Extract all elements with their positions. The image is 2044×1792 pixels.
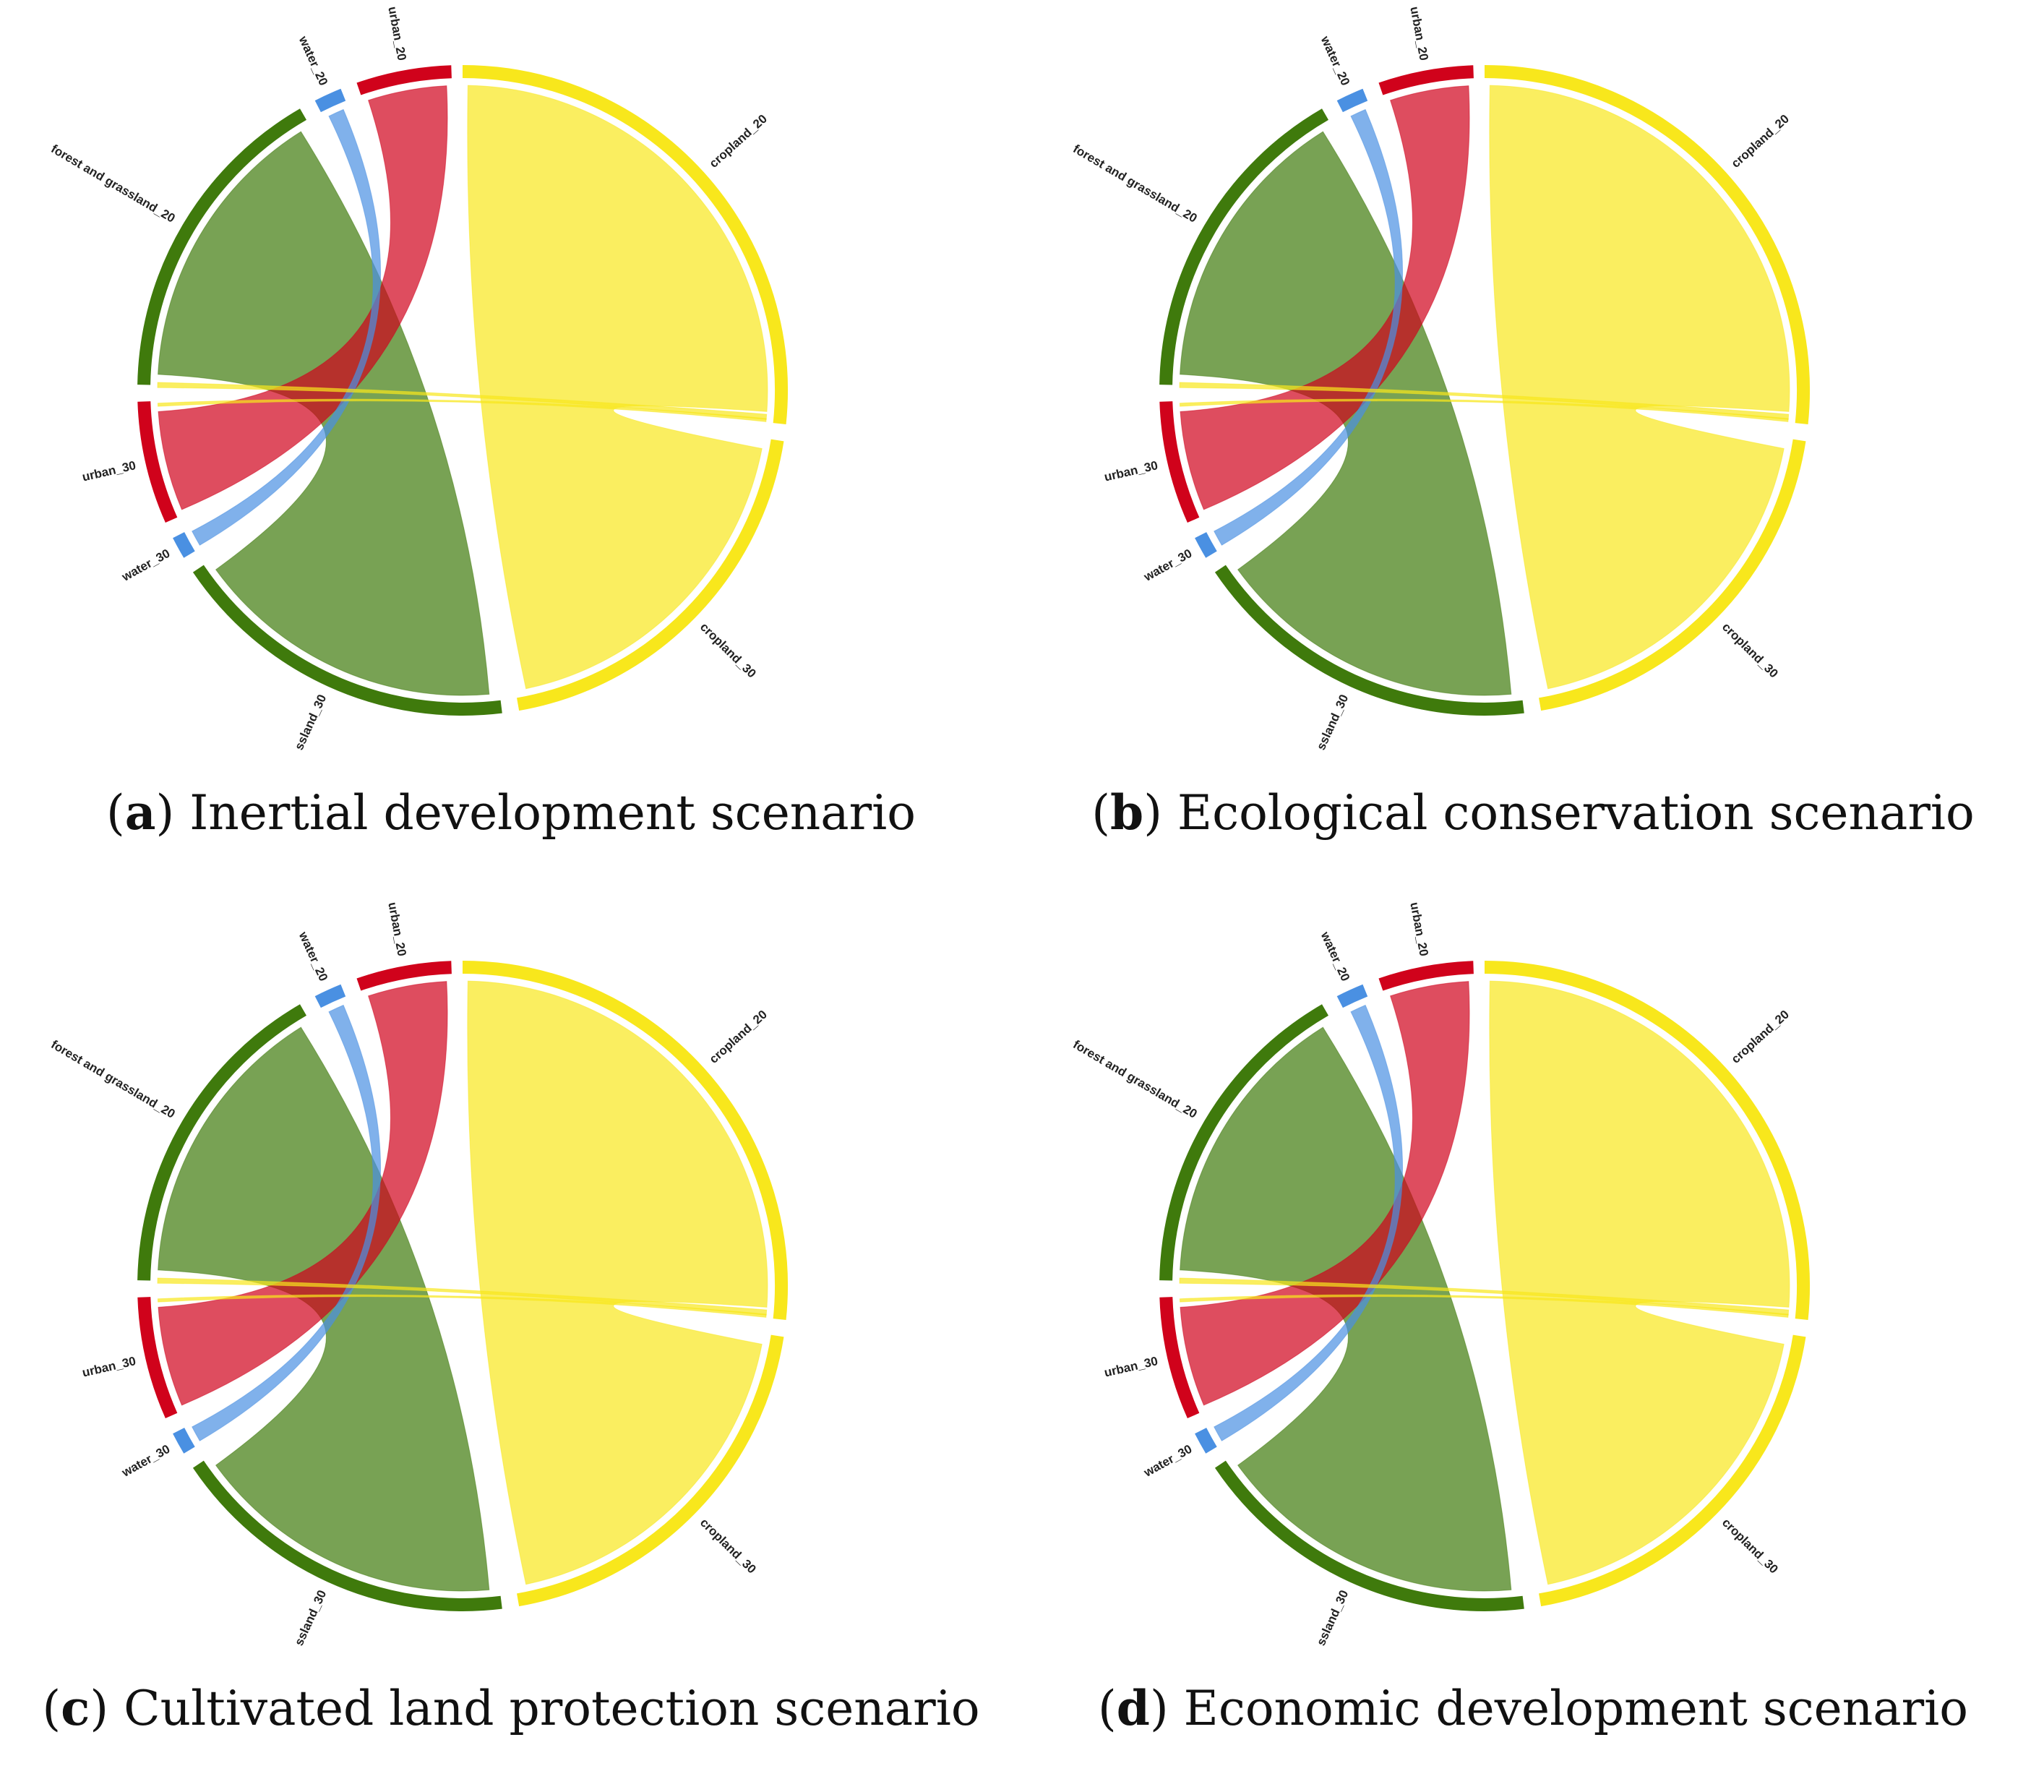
arc-urban_20	[1378, 65, 1474, 95]
arc-urban_20	[356, 65, 452, 95]
label-cropland_30: cropland_30	[1719, 1516, 1781, 1577]
ribbon-cropland_20-to-urban_30	[157, 398, 767, 422]
chord-panel-d: cropland_20 cropland_30 ssland_30 water_30 u…	[1022, 896, 2044, 1792]
label-cropland_20: cropland_20	[1729, 1008, 1792, 1066]
ribbon-water_20-to-water_30	[192, 1004, 382, 1441]
label-water_20: water_20	[1318, 33, 1352, 87]
arc-urban_30	[1159, 1297, 1200, 1419]
ribbon-cropland_20-to-cropland_30	[467, 85, 768, 690]
label-water_20: water_20	[296, 33, 330, 87]
panel-caption: (b) Ecological conservation scenario	[1091, 784, 1975, 841]
arc-water_20	[1336, 88, 1368, 113]
arc-cropland_20	[462, 65, 788, 425]
arc-forest_20	[1159, 108, 1329, 385]
panel-letter: b	[1110, 784, 1144, 841]
ribbon-cropland_20-to-cropland_30	[1489, 85, 1790, 690]
label-urban_20: urban_20	[1407, 6, 1430, 62]
label-forest_20: forest and grassland_20	[1070, 1037, 1199, 1121]
arc-urban_20	[356, 961, 452, 991]
panel-letter: a	[124, 784, 156, 841]
chord-diagram: cropland_20 cropland_30 ssland_30 water_30 u…	[48, 6, 788, 753]
chord-panel-b: cropland_20 cropland_30 ssland_30 water_30 u…	[1022, 0, 2044, 896]
arc-forest_20	[1159, 1004, 1329, 1281]
ribbon-water_20-to-water_30	[192, 108, 382, 546]
arc-cropland_20	[1484, 961, 1810, 1321]
panel-caption-text: Ecological conservation scenario	[1177, 785, 1975, 841]
label-cropland_30: cropland_30	[1719, 620, 1781, 681]
label-forest_20: forest and grassland_20	[1070, 142, 1199, 226]
label-cropland_30: cropland_30	[697, 1516, 759, 1577]
label-forest_30: ssland_30	[292, 693, 329, 753]
label-urban_20: urban_20	[385, 901, 408, 958]
label-forest_30: ssland_30	[1314, 1588, 1351, 1648]
label-water_30: water_30	[1141, 1442, 1195, 1480]
label-water_30: water_30	[119, 1442, 173, 1480]
label-water_20: water_20	[1318, 929, 1352, 983]
arc-urban_20	[1378, 961, 1474, 991]
arc-water_30	[1195, 532, 1217, 558]
label-forest_20: forest and grassland_20	[48, 1037, 177, 1121]
arc-cropland_30	[1539, 1334, 1806, 1607]
arc-cropland_20	[1484, 65, 1810, 425]
panel-caption-text: Inertial development scenario	[189, 785, 916, 841]
arc-cropland_30	[517, 439, 784, 711]
arc-cropland_30	[517, 1334, 784, 1607]
label-cropland_30: cropland_30	[697, 620, 759, 681]
arc-water_30	[173, 1428, 195, 1454]
arc-forest_30	[1214, 565, 1524, 716]
label-cropland_20: cropland_20	[1729, 112, 1792, 171]
chord-panel-c: cropland_20 cropland_30 ssland_30 water_30 u…	[0, 896, 1022, 1792]
ribbon-water_20-to-water_30	[1214, 108, 1404, 546]
arc-water_20	[1336, 984, 1368, 1008]
arc-water_30	[1195, 1428, 1217, 1454]
label-water_20: water_20	[296, 929, 330, 983]
ribbon-cropland_20-to-cropland_30	[467, 980, 768, 1585]
ribbon-water_20-to-water_30	[1214, 1004, 1404, 1441]
ribbon-cropland_20-to-urban_30	[1179, 1294, 1789, 1318]
arc-forest_20	[137, 1004, 307, 1281]
label-urban_20: urban_20	[385, 6, 408, 62]
label-urban_30: urban_30	[81, 1354, 137, 1380]
panel-caption: (a) Inertial development scenario	[106, 784, 916, 841]
arc-forest_30	[192, 1460, 502, 1611]
arc-water_30	[173, 532, 195, 558]
ribbon-cropland_20-to-cropland_30	[1489, 980, 1790, 1585]
panel-letter: c	[61, 1680, 90, 1736]
panel-caption: (d) Economic development scenario	[1098, 1680, 1968, 1736]
panel-caption-text: Cultivated land protection scenario	[124, 1681, 980, 1736]
label-water_30: water_30	[119, 546, 173, 584]
chord-diagram: cropland_20 cropland_30 ssland_30 water_30 u…	[48, 901, 788, 1648]
arc-cropland_20	[462, 961, 788, 1321]
arc-forest_30	[1214, 1460, 1524, 1611]
chord-diagram: cropland_20 cropland_30 ssland_30 water_30 u…	[1070, 6, 1810, 753]
label-urban_20: urban_20	[1407, 901, 1430, 958]
arc-cropland_30	[1539, 439, 1806, 711]
arc-urban_30	[137, 1297, 178, 1419]
label-forest_30: ssland_30	[1314, 693, 1351, 753]
panel-caption-text: Economic development scenario	[1183, 1681, 1968, 1736]
arc-water_20	[314, 984, 346, 1008]
chord-panel-a: cropland_20 cropland_30 ssland_30 water_30 u…	[0, 0, 1022, 896]
label-cropland_20: cropland_20	[707, 112, 770, 171]
arc-urban_30	[137, 401, 178, 523]
label-forest_30: ssland_30	[292, 1588, 329, 1648]
label-water_30: water_30	[1141, 546, 1195, 584]
arc-urban_30	[1159, 401, 1200, 523]
label-urban_30: urban_30	[81, 458, 137, 484]
panel-letter: d	[1116, 1680, 1150, 1736]
ribbon-cropland_20-to-urban_30	[1179, 398, 1789, 422]
label-urban_30: urban_30	[1103, 458, 1159, 484]
chord-diagram: cropland_20 cropland_30 ssland_30 water_30 u…	[1070, 901, 1810, 1648]
arc-forest_20	[137, 108, 307, 385]
label-cropland_20: cropland_20	[707, 1008, 770, 1066]
label-forest_20: forest and grassland_20	[48, 142, 177, 226]
ribbon-cropland_20-to-urban_30	[157, 1294, 767, 1318]
panel-caption: (c) Cultivated land protection scenario	[42, 1680, 980, 1736]
arc-water_20	[314, 88, 346, 113]
arc-forest_30	[192, 565, 502, 716]
label-urban_30: urban_30	[1103, 1354, 1159, 1380]
